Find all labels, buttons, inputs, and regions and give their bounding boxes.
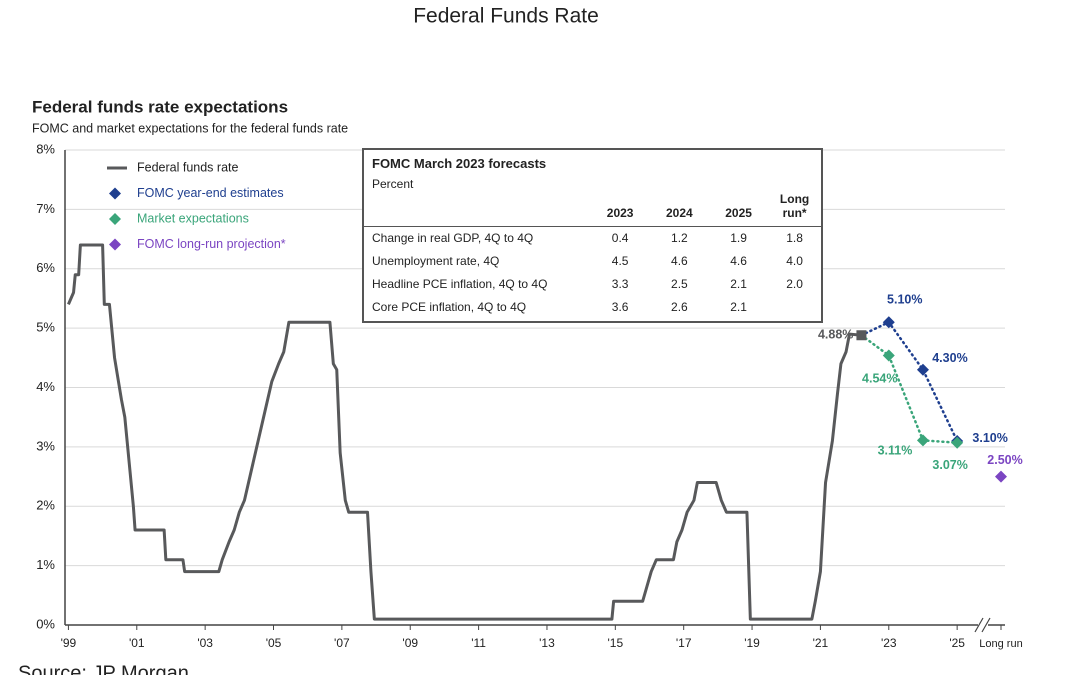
- x-tick-label: '09: [402, 636, 418, 650]
- x-tick-label: '05: [266, 636, 282, 650]
- data-label: 3.10%: [972, 431, 1007, 445]
- page-title: Federal Funds Rate: [413, 5, 599, 28]
- x-tick-label: '01: [129, 636, 145, 650]
- x-tick-label: '11: [471, 636, 486, 650]
- x-tick-label: '23: [881, 636, 897, 650]
- forecast-table: FOMC March 2023 forecasts Percent 2023 20…: [362, 148, 823, 323]
- y-tick-label: 1%: [36, 557, 55, 572]
- x-tick-label: '21: [813, 636, 829, 650]
- x-tick-label: '03: [197, 636, 213, 650]
- x-tick-label: '99: [61, 636, 77, 650]
- column-header: 2025: [725, 206, 752, 220]
- legend-swatch: [109, 213, 121, 225]
- x-tick-label: '19: [744, 636, 760, 650]
- table: 2023 2024 2025 Long run* Change in real GDP,…: [364, 192, 821, 319]
- x-tick-label: '15: [608, 636, 624, 650]
- y-tick-label: 5%: [36, 320, 55, 335]
- point: [882, 316, 895, 329]
- legend-swatch: [109, 187, 121, 200]
- table-row: Core PCE inflation, 4Q to 4Q 3.6 2.6 2.1: [364, 296, 821, 319]
- y-tick-label: 4%: [36, 379, 55, 394]
- data-label: 5.10%: [887, 292, 922, 306]
- header-spacer: [364, 192, 591, 227]
- cell: 1.9: [730, 231, 747, 245]
- x-tick-label: Long run: [979, 638, 1022, 650]
- point: [916, 434, 929, 447]
- cell: 0.4: [611, 231, 629, 245]
- table-row: Unemployment rate, 4Q 4.5 4.6 4.6 4.0: [364, 250, 821, 273]
- legend-label: Market expectations: [137, 211, 249, 225]
- row-label: Unemployment rate, 4Q: [372, 254, 500, 268]
- row-label: Headline PCE inflation, 4Q to 4Q: [372, 277, 548, 291]
- projection-path: [860, 320, 959, 443]
- cell: 1.8: [786, 231, 803, 245]
- chart-subtitle: FOMC and market expectations for the fed…: [32, 121, 348, 135]
- point: [882, 349, 895, 362]
- cell: 3.3: [611, 277, 629, 291]
- cell: 4.0: [786, 254, 803, 268]
- legend-label: FOMC year-end estimates: [137, 186, 284, 200]
- y-tick-label: 8%: [36, 141, 55, 156]
- data-label: 4.30%: [932, 351, 967, 365]
- data-label: 4.88%: [818, 328, 853, 342]
- x-tick-label: '17: [676, 636, 692, 650]
- cell: 2.5: [671, 277, 688, 291]
- table-row: Change in real GDP, 4Q to 4Q 0.4 1.2 1.9 1.8: [364, 227, 821, 251]
- source: Source: JP Morgan: [18, 662, 189, 675]
- x-tick-label: '07: [334, 636, 350, 650]
- y-tick-label: 0%: [36, 616, 55, 631]
- x-tick-label: '25: [949, 636, 965, 650]
- data-label: 3.07%: [932, 458, 967, 472]
- cell: 2.1: [730, 300, 747, 314]
- chart-title: Federal funds rate expectations: [32, 97, 288, 116]
- data-label: 3.11%: [878, 444, 913, 458]
- y-tick-label: 3%: [36, 438, 55, 453]
- axis-break: [974, 617, 991, 633]
- latest-point: [856, 330, 867, 341]
- rate-line: [67, 243, 862, 621]
- projection-path: [860, 334, 959, 444]
- table-title: FOMC March 2023 forecasts: [372, 156, 547, 171]
- cell: 4.6: [671, 254, 688, 268]
- y-tick-label: 2%: [36, 498, 55, 513]
- y-tick-label: 6%: [36, 260, 55, 275]
- legend-label: FOMC long-run projection*: [137, 237, 286, 251]
- data-label: 2.50%: [987, 453, 1022, 467]
- y-tick-label: 7%: [36, 201, 55, 216]
- cell: 3.6: [611, 300, 629, 314]
- point: [995, 470, 1007, 483]
- column-header: 2024: [666, 206, 693, 220]
- cell: 2.1: [730, 277, 747, 291]
- x-tick-label: '13: [539, 636, 555, 650]
- column-header: 2023: [606, 206, 634, 220]
- table-row: Headline PCE inflation, 4Q to 4Q 3.3 2.5 2.…: [364, 273, 821, 296]
- cell: 4.6: [730, 254, 747, 268]
- legend-label: Federal funds rate: [137, 160, 238, 174]
- cell: 2.0: [786, 277, 803, 291]
- row-label: Change in real GDP, 4Q to 4Q: [372, 231, 534, 245]
- column-header: Long run*: [779, 192, 810, 220]
- point: [951, 436, 964, 449]
- table-subtitle: Percent: [372, 177, 414, 191]
- data-label: 4.54%: [862, 372, 897, 386]
- point: [916, 363, 929, 376]
- row-label: Core PCE inflation, 4Q to 4Q: [372, 300, 527, 314]
- legend-swatch: [109, 238, 121, 251]
- cell: 2.6: [671, 300, 688, 314]
- cell: 4.5: [611, 254, 629, 268]
- cell: 1.2: [671, 231, 688, 245]
